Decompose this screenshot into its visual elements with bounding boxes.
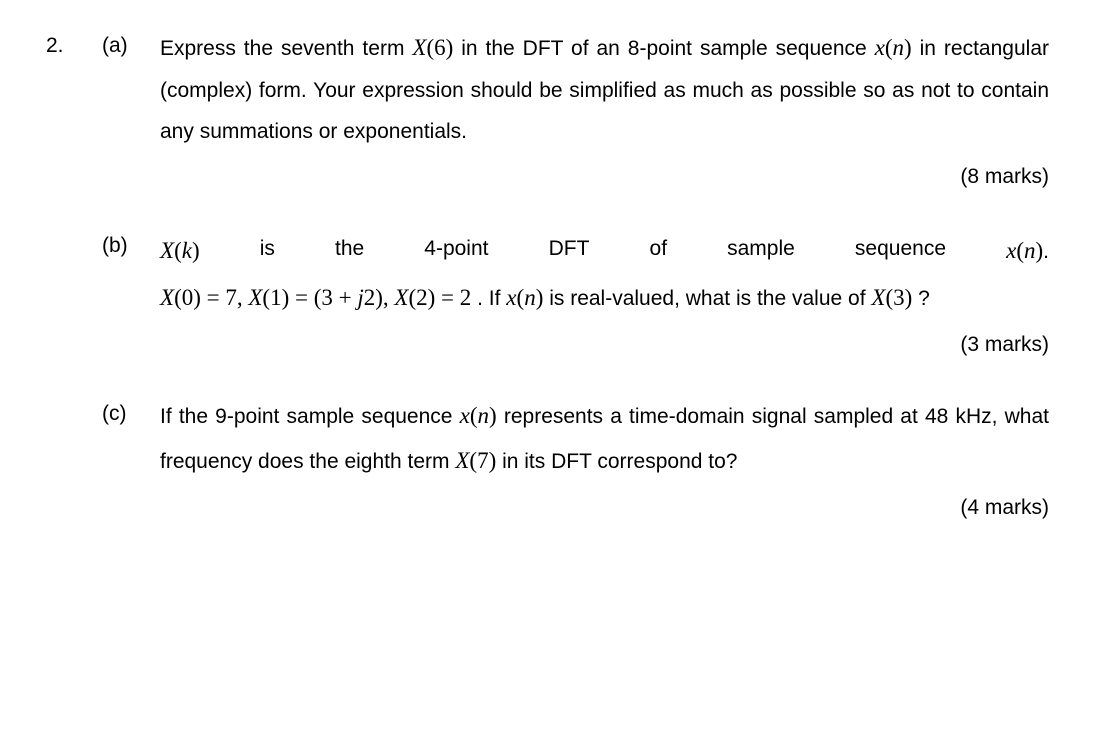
part-body-a: Express the seventh term X(6) in the DFT… — [160, 26, 1055, 153]
math-var: n — [893, 35, 905, 60]
question-number: 2. — [46, 26, 102, 67]
math-expr: (6) — [426, 35, 453, 60]
text: in the DFT of an 8-point sample sequence — [461, 37, 874, 60]
marks-row-c: (4 marks) — [46, 484, 1055, 529]
math-var: n — [1024, 238, 1036, 263]
text: in its DFT correspond to? — [502, 450, 737, 473]
question-row-c: (c) If the 9-point sample sequence x(n) … — [46, 394, 1055, 484]
marks-c: (4 marks) — [160, 488, 1055, 529]
math-var: X — [871, 285, 885, 310]
question-row-a: 2. (a) Express the seventh term X(6) in … — [46, 26, 1055, 153]
marks-row-b: (3 marks) — [46, 321, 1055, 394]
part-body-b: X(k) is the 4-point DFT of sample sequen… — [160, 226, 1055, 321]
text: is real-valued, what is the value of — [549, 287, 871, 310]
math-var: X — [412, 35, 426, 60]
part-label-a: (a) — [102, 26, 160, 67]
math-expr: (7) — [469, 448, 496, 473]
marks-b: (3 marks) — [160, 325, 1055, 366]
math-var: X — [160, 238, 174, 263]
math-expr: (3) — [885, 285, 912, 310]
text: Express the seventh term — [160, 37, 412, 60]
text: 4-point — [424, 226, 488, 277]
marks-row-a: (8 marks) — [46, 153, 1055, 226]
text: the — [335, 226, 364, 277]
math-paren: ) — [536, 285, 544, 310]
math-var: x — [875, 35, 885, 60]
part-body-c: If the 9-point sample sequence x(n) repr… — [160, 394, 1055, 484]
text: If the 9-point sample sequence — [160, 405, 460, 428]
math-paren: ( — [470, 403, 478, 428]
question-row-b: (b) X(k) is the 4-point DFT of sample se… — [46, 226, 1055, 321]
part-label-b: (b) — [102, 226, 160, 267]
math-expr: X — [160, 285, 174, 310]
math-var: x — [506, 285, 516, 310]
text: sequence — [855, 226, 946, 277]
text: is — [260, 226, 275, 277]
math-var: k — [182, 238, 192, 263]
math-paren: ( — [174, 238, 182, 263]
text: DFT — [549, 226, 590, 277]
part-label-c: (c) — [102, 394, 160, 435]
math-var: x — [1006, 238, 1016, 263]
math-paren: ( — [885, 35, 893, 60]
text: of — [650, 226, 668, 277]
math-var: n — [524, 285, 536, 310]
marks-a: (8 marks) — [160, 157, 1055, 198]
math-var: x — [460, 403, 470, 428]
text: ? — [918, 287, 930, 310]
text: . — [1043, 240, 1049, 263]
text: sample — [727, 226, 795, 277]
math-paren: ( — [1016, 238, 1024, 263]
math-paren: ) — [489, 403, 497, 428]
math-paren: ) — [904, 35, 912, 60]
math-paren: ) — [1035, 238, 1043, 263]
math-var: n — [478, 403, 490, 428]
math-var: X — [455, 448, 469, 473]
text: . If — [477, 287, 506, 310]
math-paren: ) — [192, 238, 200, 263]
